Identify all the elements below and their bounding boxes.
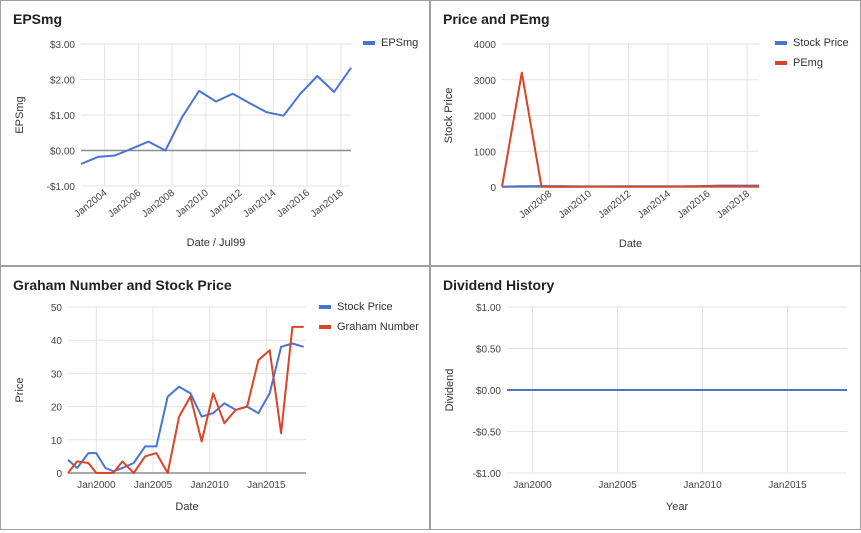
x-tick-label: Jan2012 — [207, 187, 244, 220]
y-tick-label: $1.00 — [476, 303, 501, 314]
chart-title: Price and PEmg — [443, 11, 550, 27]
x-tick-label: Jan2014 — [241, 187, 278, 220]
y-tick-label: 1000 — [474, 147, 497, 158]
x-tick-label: Jan2018 — [715, 188, 752, 221]
legend-label: Stock Price — [337, 301, 393, 313]
legend-item-pemg[interactable]: PEmg — [775, 53, 849, 73]
x-tick-label: Jan2000 — [513, 480, 552, 491]
chart-panel-dividend: $1.00 $0.50 $0.00 -$0.50 -$1.00 Jan2000 Jan200… — [430, 266, 861, 530]
x-tick-label: Jan2000 — [77, 480, 116, 491]
y-tick-label: 2000 — [474, 112, 497, 123]
series-line-stock-price[interactable] — [67, 342, 304, 473]
legend-swatch — [363, 41, 375, 45]
x-tick-label: Jan2014 — [636, 188, 673, 221]
y-axis-title: EPSmg — [14, 96, 26, 133]
chart-title: Dividend History — [443, 277, 555, 293]
series-line-pemg[interactable] — [501, 71, 760, 188]
x-tick-label: Jan2010 — [174, 187, 211, 220]
legend-item-graham-number[interactable]: Graham Number — [319, 317, 419, 337]
x-axis-title: Year — [666, 501, 689, 513]
x-axis-title: Date — [619, 238, 642, 250]
chart-title: Graham Number and Stock Price — [13, 277, 232, 293]
y-tick-label: 4000 — [474, 40, 497, 51]
legend: Stock Price Graham Number — [319, 297, 419, 337]
legend-swatch — [319, 325, 331, 329]
x-tick-label: Jan2006 — [106, 187, 143, 220]
x-tick-label: Jan2005 — [598, 480, 637, 491]
x-tick-label: Jan2015 — [768, 480, 807, 491]
chart-panel-price-pemg: 4000 3000 2000 1000 0 Jan2008 Jan2010 Jan2012 Ja… — [430, 0, 861, 266]
series-line-epsmg[interactable] — [80, 67, 352, 165]
x-tick-label: Jan2008 — [517, 188, 554, 221]
legend-item-stock-price[interactable]: Stock Price — [319, 297, 419, 317]
chart-graham: 50 40 30 20 10 0 Jan2000 Jan2005 Jan2010 Jan2015 D… — [14, 303, 306, 513]
legend: Stock Price PEmg — [775, 33, 849, 73]
x-tick-label: Jan2005 — [134, 480, 173, 491]
x-tick-label: Jan2008 — [140, 187, 177, 220]
x-tick-label: Jan2018 — [309, 187, 346, 220]
chart-title: EPSmg — [13, 11, 63, 27]
chart-dividend: $1.00 $0.50 $0.00 -$0.50 -$1.00 Jan2000 Jan200… — [444, 303, 847, 513]
series-line-graham-number[interactable] — [67, 325, 304, 474]
y-tick-label: 10 — [51, 436, 63, 447]
y-tick-label: $0.50 — [476, 345, 501, 356]
y-tick-label: $1.00 — [50, 111, 75, 122]
x-tick-label: Jan2016 — [275, 187, 312, 220]
y-tick-label: 30 — [51, 369, 63, 380]
y-axis-title: Dividend — [444, 369, 456, 412]
legend-swatch — [775, 61, 787, 65]
x-tick-label: Jan2010 — [683, 480, 722, 491]
y-tick-label: $2.00 — [50, 76, 75, 87]
chart-panel-graham: 50 40 30 20 10 0 Jan2000 Jan2005 Jan2010 Jan2015 D… — [0, 266, 430, 530]
y-tick-label: 20 — [51, 403, 63, 414]
y-axis-title: Stock Price — [443, 88, 455, 144]
y-tick-label: -$0.50 — [473, 428, 502, 439]
legend-item-stock-price[interactable]: Stock Price — [775, 33, 849, 53]
y-axis-title: Price — [14, 377, 26, 402]
legend-swatch — [775, 41, 787, 45]
legend-swatch — [319, 305, 331, 309]
legend-label: Stock Price — [793, 37, 849, 49]
x-axis-title: Date — [175, 501, 198, 513]
y-tick-label: 0 — [56, 469, 62, 480]
legend-label: PEmg — [793, 57, 823, 69]
y-tick-label: $0.00 — [50, 147, 75, 158]
y-tick-label: $3.00 — [50, 40, 75, 51]
x-tick-label: Jan2016 — [675, 188, 712, 221]
legend: EPSmg — [363, 33, 418, 53]
x-tick-label: Jan2010 — [190, 480, 229, 491]
y-tick-label: 3000 — [474, 76, 497, 87]
y-tick-label: 40 — [51, 336, 63, 347]
y-tick-label: -$1.00 — [47, 182, 76, 193]
x-tick-label: Jan2015 — [247, 480, 286, 491]
chart-epsmg: $3.00 $2.00 $1.00 $0.00 -$1.00Jan2004Jan2006… — [14, 40, 352, 249]
x-tick-label: Jan2010 — [557, 188, 594, 221]
legend-label: EPSmg — [381, 37, 419, 49]
legend-item-epsmg[interactable]: EPSmg — [363, 33, 418, 53]
legend-label: Graham Number — [337, 321, 419, 333]
chart-panel-epsmg: $3.00 $2.00 $1.00 $0.00 -$1.00 Jan2004 Jan2006… — [0, 0, 430, 266]
x-axis-title: Date / Jul99 — [187, 237, 246, 249]
y-tick-label: -$1.00 — [473, 469, 502, 480]
y-tick-label: $0.00 — [476, 386, 501, 397]
y-tick-label: 50 — [51, 303, 63, 314]
x-tick-label: Jan2012 — [596, 188, 633, 221]
y-tick-label: 0 — [490, 183, 496, 194]
x-tick-label: Jan2004 — [72, 187, 109, 220]
